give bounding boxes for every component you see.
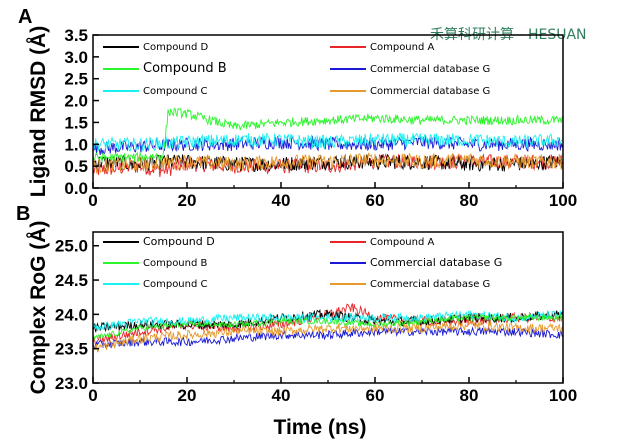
legend-label: Commercial database G (370, 86, 490, 97)
y-tick-label: 0.0 (64, 179, 88, 198)
y-axis-title: Ligand RMSD (Å) (26, 26, 50, 197)
panel-label: A (18, 6, 32, 28)
panel-B: 0 20 40 60 80 100 23.0 23.5 24.0 24.5 25.0 Complex … (16, 203, 577, 439)
series-line-3 (93, 326, 563, 350)
y-tick-label: 1.0 (64, 135, 88, 154)
y-axis-title: Complex RoG (Å) (26, 221, 50, 395)
y-tick-label: 24.0 (55, 305, 88, 324)
x-tick-label: 40 (272, 386, 291, 405)
x-tick-label: 80 (460, 191, 479, 210)
x-tick-label: 100 (549, 386, 577, 405)
legend-label: Compound A (370, 237, 435, 248)
panel-A: 0 20 40 60 80 100 0.0 0.5 1.0 1.5 2.0 2.5 3.0 3.5 Liga… (18, 6, 577, 210)
x-tick-label: 60 (366, 386, 385, 405)
series-line-4 (93, 132, 563, 152)
legend-label: Compound A (370, 42, 435, 53)
x-tick-label: 40 (272, 191, 291, 210)
y-tick-label: 25.0 (55, 237, 88, 256)
y-tick-label: 23.5 (55, 340, 88, 359)
x-tick-label: 0 (88, 386, 97, 405)
series-line-2 (93, 107, 563, 162)
panel-label: B (16, 203, 30, 225)
series-line-0 (93, 153, 563, 172)
plot-frame (92, 231, 564, 384)
series-line-4 (93, 310, 563, 332)
x-tick-label: 0 (88, 191, 97, 210)
legend-label: Compound B (143, 258, 208, 269)
series-line-5 (93, 320, 563, 353)
legend-label: Compound B (143, 61, 227, 76)
legend-label: Compound D (143, 235, 215, 248)
y-tick-label: 0.5 (64, 157, 88, 176)
series-line-2 (93, 313, 563, 341)
x-tick-label: 60 (366, 191, 385, 210)
legend-label: Compound D (143, 42, 209, 53)
y-tick-label: 23.0 (55, 374, 88, 393)
x-tick-label: 100 (549, 191, 577, 210)
y-tick-label: 2.5 (64, 70, 88, 89)
legend-label: Commercial database G (370, 279, 490, 290)
legend-label: Compound C (143, 86, 208, 97)
series-line-5 (93, 152, 563, 175)
y-tick-label: 1.5 (64, 113, 88, 132)
x-tick-label: 80 (460, 386, 479, 405)
y-tick-label: 2.0 (64, 92, 88, 111)
series-line-3 (93, 135, 563, 156)
y-tick-label: 3.5 (64, 26, 88, 45)
y-tick-label: 3.0 (64, 48, 88, 67)
x-axis-title: Time (ns) (274, 416, 367, 439)
x-tick-label: 20 (178, 191, 197, 210)
legend-label: Commercial database G (370, 64, 490, 75)
y-tick-label: 24.5 (55, 271, 88, 290)
x-tick-label: 20 (178, 386, 197, 405)
legend-label: Commercial database G (370, 256, 502, 269)
legend-label: Compound C (143, 279, 208, 290)
